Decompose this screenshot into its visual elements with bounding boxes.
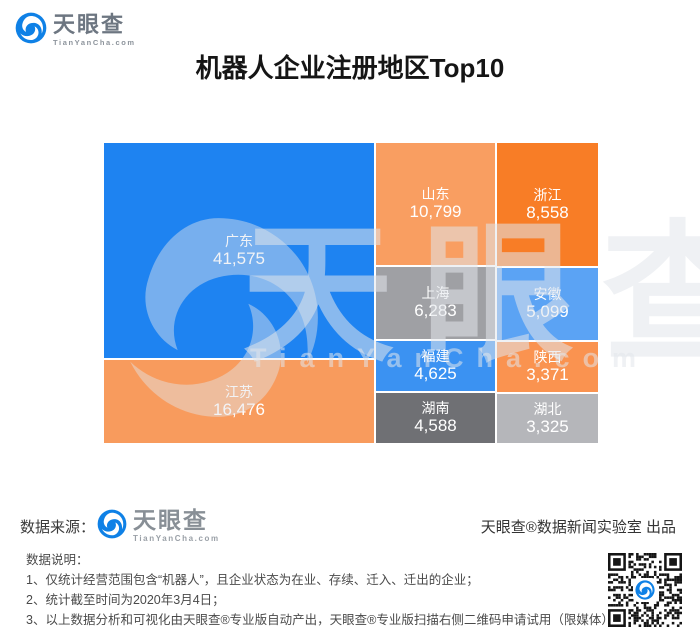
credit-text: 天眼查®数据新闻实验室 出品	[480, 518, 676, 536]
treemap-cell-shaanxi: 陕西 3,371	[497, 342, 598, 392]
brand-domain: TianYanCha.com	[133, 534, 220, 543]
cell-label: 安徽 5,099	[526, 286, 569, 322]
treemap-cell-anhui: 安徽 5,099	[497, 268, 598, 340]
treemap-cell-shanghai: 上海 6,283	[376, 267, 495, 339]
source-row: 数据来源： 天眼查 TianYanCha.com 天眼查®数据新闻实验室 出品	[20, 504, 676, 548]
data-notes: 数据说明： 1、仅统计经营范围包含“机器人”，且企业状态为在业、存续、迁入、迁出…	[26, 550, 621, 630]
treemap-cell-guangdong: 广东 41,575	[104, 143, 374, 358]
brand-domain: TianYanCha.com	[53, 38, 136, 48]
cell-label: 上海 6,283	[414, 285, 457, 321]
treemap-cell-fujian: 福建 4,625	[376, 341, 495, 391]
note-line: 1、仅统计经营范围包含“机器人”，且企业状态为在业、存续、迁入、迁出的企业；	[26, 573, 479, 587]
cell-label: 陕西 3,371	[526, 349, 569, 385]
cell-label: 广东 41,575	[213, 232, 265, 268]
cell-label: 福建 4,625	[414, 348, 457, 384]
qr-code	[608, 553, 682, 627]
tianyancha-logo-footer: 天眼查 TianYanCha.com	[97, 509, 220, 544]
tianyancha-logo: 天眼查 TianYanCha.com	[15, 12, 136, 49]
treemap-cell-zhejiang: 浙江 8,558	[497, 143, 598, 266]
cell-label: 湖南 4,588	[414, 400, 457, 436]
notes-heading: 数据说明：	[26, 553, 89, 567]
tianyancha-swirl-icon	[97, 509, 127, 544]
brand-name: 天眼查	[133, 507, 209, 533]
cell-label: 山东 10,799	[409, 186, 462, 222]
note-line: 2、统计截至时间为2020年3月4日；	[26, 593, 225, 607]
cell-label: 江苏 16,476	[213, 383, 265, 419]
treemap-cell-jiangsu: 江苏 16,476	[104, 360, 374, 443]
page-title: 机器人企业注册地区Top10	[195, 53, 505, 83]
tianyancha-swirl-icon	[15, 12, 47, 49]
cell-label: 浙江 8,558	[526, 186, 569, 222]
cell-label: 湖北 3,325	[526, 400, 569, 436]
treemap-cell-shandong: 山东 10,799	[376, 143, 495, 265]
treemap-cell-hunan: 湖南 4,588	[376, 393, 495, 443]
treemap-cell-hubei: 湖北 3,325	[497, 394, 598, 443]
source-label: 数据来源：	[20, 518, 96, 536]
treemap-chart: 广东 41,575 江苏 16,476 山东 10,799 浙江 8,558 上	[104, 143, 700, 443]
qr-center-logo	[633, 578, 657, 602]
note-line: 3、以上数据分析和可视化由天眼查®专业版自动产出，天眼查®专业版扫描右侧二维码申…	[26, 613, 621, 627]
brand-name: 天眼查	[53, 12, 126, 38]
